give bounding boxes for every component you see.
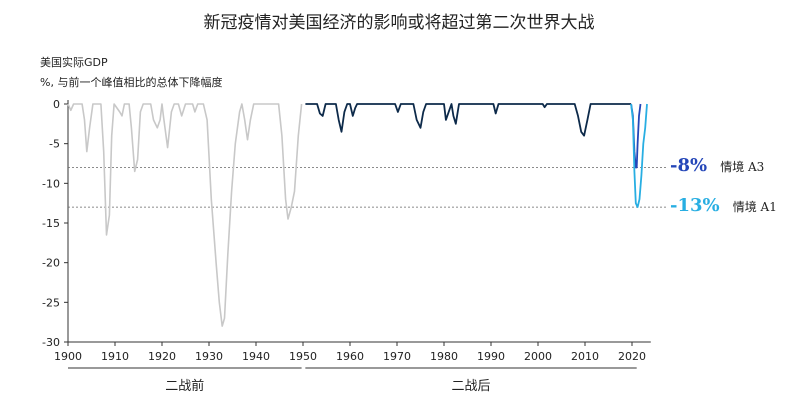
x-tick-label: 1980 [430, 350, 458, 363]
scenario-a1-label: 情境 A1 [733, 200, 777, 214]
x-tick-label: 1960 [336, 350, 364, 363]
y-tick-label: -30 [42, 336, 60, 349]
y-tick-label: -15 [42, 217, 60, 230]
x-tick-label: 1970 [383, 350, 411, 363]
x-tick-label: 2020 [618, 350, 646, 363]
y-tick-label: -20 [42, 257, 60, 270]
y-tick-label: -10 [42, 177, 60, 190]
scenario-a3-annotation: -8% 情境 A3 [670, 155, 764, 176]
x-tick-label: 1900 [54, 350, 82, 363]
series-line-prewar [68, 104, 302, 326]
x-tick-label: 2010 [571, 350, 599, 363]
scenario-a3-label: 情境 A3 [720, 160, 764, 174]
y-tick-label: -25 [42, 296, 60, 309]
x-tick-label: 2000 [524, 350, 552, 363]
era-label: 二战前 [165, 378, 204, 394]
x-tick-label: 1920 [148, 350, 176, 363]
scenario-a3-value: -8% [670, 155, 707, 176]
scenario-a1-value: -13% [670, 195, 720, 216]
x-tick-label: 1990 [477, 350, 505, 363]
x-tick-label: 1910 [101, 350, 129, 363]
x-tick-label: 1930 [195, 350, 223, 363]
y-tick-label: 0 [53, 98, 60, 111]
era-label: 二战后 [452, 379, 491, 394]
x-tick-label: 1940 [242, 350, 270, 363]
scenario-a1-annotation: -13% 情境 A1 [670, 195, 777, 216]
series-line-postwar [305, 104, 631, 136]
x-tick-label: 1950 [289, 350, 317, 363]
y-tick-label: -5 [49, 138, 60, 151]
